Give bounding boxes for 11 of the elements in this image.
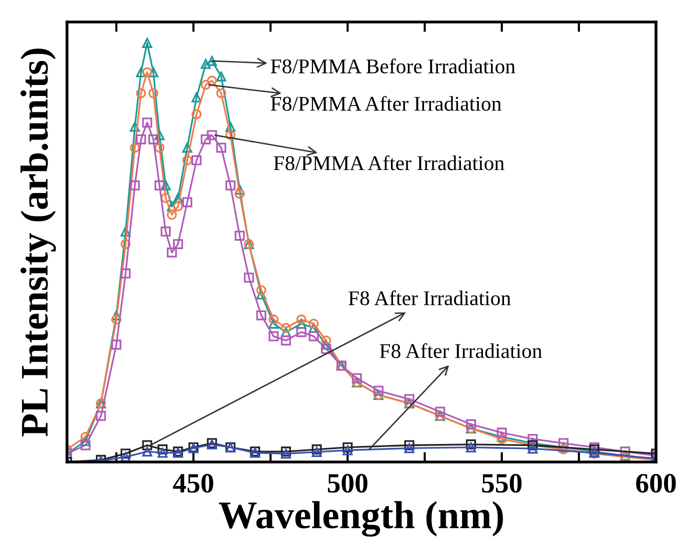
- annotation: F8 After Irradiation: [380, 343, 542, 358]
- annotation: F8/PMMA After Irradiation: [270, 96, 502, 111]
- x-tick-label: 550: [482, 474, 522, 493]
- annotation: F8/PMMA Before Irradiation: [270, 58, 516, 74]
- x-tick-label: 600: [636, 474, 676, 493]
- x-tick-label: 450: [172, 474, 214, 493]
- x-tick-label: 500: [328, 474, 368, 493]
- annotation: F8 After Irradiation: [348, 290, 511, 306]
- annotation: F8/PMMA After Irradiation: [274, 155, 504, 170]
- y-axis-title: PL Intensity (arb.units): [20, 48, 56, 436]
- x-axis-title: Wavelength (nm): [218, 501, 503, 537]
